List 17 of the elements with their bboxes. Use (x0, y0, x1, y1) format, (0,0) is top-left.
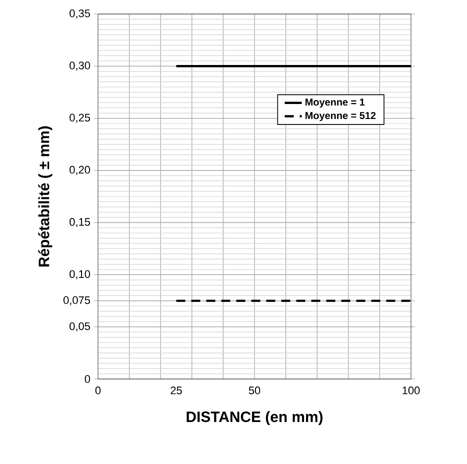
y-tick-label: 0,25 (70, 114, 90, 123)
x-axis-title: DISTANCE (en mm) (186, 411, 323, 426)
x-tick-label: 50 (248, 386, 260, 394)
y-tick-label: 0 (84, 375, 90, 383)
y-tick-label: 0,10 (70, 270, 90, 280)
y-tick-label: 0,20 (70, 166, 90, 175)
y-tick-label: 0,30 (70, 62, 90, 71)
x-tick-label: 25 (170, 386, 182, 394)
x-tick-label: 100 (402, 386, 420, 394)
legend-label: Moyenne = 1 (306, 98, 365, 108)
y-tick-label: 0,35 (70, 9, 90, 19)
y-tick-label: 0,075 (63, 296, 90, 306)
x-tick-label: 0 (95, 386, 101, 394)
legend-label: Moyenne = 512 (306, 112, 376, 122)
y-tick-label: 0,15 (70, 218, 90, 228)
y-tick-label: 0,05 (70, 322, 90, 332)
y-axis-title: Répétabilité ( ± mm) (38, 126, 52, 266)
